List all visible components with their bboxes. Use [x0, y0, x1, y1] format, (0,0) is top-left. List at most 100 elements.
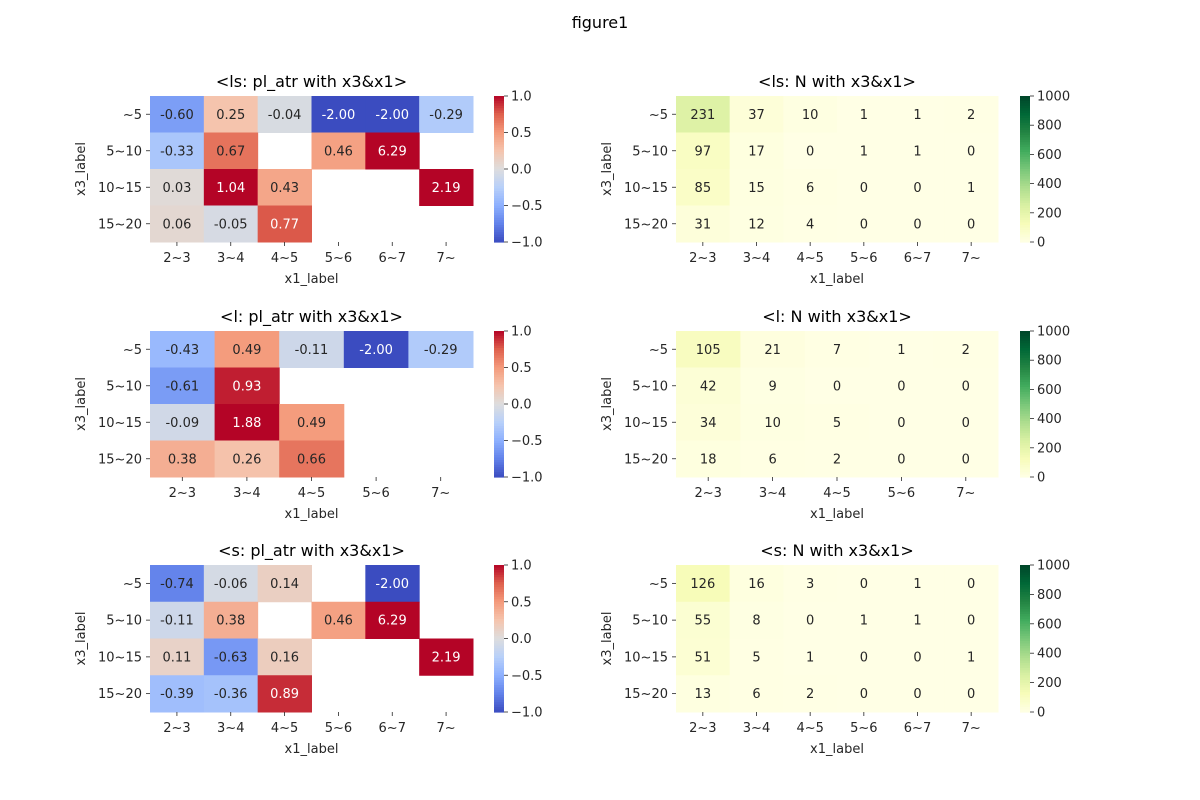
colorbar-segment: [1020, 567, 1030, 571]
colorbar-segment: [1020, 215, 1030, 219]
cell-value-label: -2.00: [375, 108, 409, 123]
y-tick-label: 10~15: [624, 181, 668, 196]
colorbar-tick-label: 600: [1037, 617, 1062, 632]
colorbar-segment: [1020, 425, 1030, 429]
colorbar-segment: [494, 396, 504, 400]
cell-value-label: 0.38: [216, 614, 245, 629]
cell-value-label: 6.29: [378, 614, 407, 629]
y-tick-label: 10~15: [98, 181, 142, 196]
colorbar-segment: [494, 567, 504, 571]
colorbar-segment: [1020, 614, 1030, 618]
x-tick-label: 3~4: [743, 721, 770, 736]
heatmap-cell: [365, 565, 420, 603]
cell-value-label: 97: [695, 144, 712, 159]
colorbar-segment: [1020, 704, 1030, 708]
cell-value-label: -0.63: [214, 650, 248, 665]
colorbar-segment: [494, 117, 504, 121]
heatmap-cell: [279, 404, 345, 441]
colorbar-segment: [1020, 147, 1030, 151]
colorbar-tick-label: −1.0: [511, 471, 543, 486]
heatmap-cell: [419, 96, 474, 133]
colorbar-segment: [494, 459, 504, 463]
heatmap-cell: [203, 96, 259, 133]
colorbar-segment: [494, 98, 504, 102]
colorbar-segment: [494, 130, 504, 134]
colorbar-segment: [494, 464, 504, 468]
cell-value-label: 1: [967, 650, 975, 665]
colorbar-segment: [1020, 105, 1030, 109]
colorbar-segment: [494, 96, 504, 100]
colorbar-tick-label: 600: [1037, 383, 1062, 398]
colorbar-segment: [494, 404, 504, 408]
colorbar-segment: [1020, 161, 1030, 165]
heatmap-cell: [944, 565, 999, 603]
y-tick-label: 5~10: [632, 614, 668, 629]
colorbar-segment: [1020, 618, 1030, 622]
colorbar-tick-label: −1.0: [511, 236, 543, 251]
colorbar-segment: [1020, 447, 1030, 451]
colorbar-segment: [1020, 377, 1030, 381]
heatmap-cell: [729, 96, 784, 133]
colorbar-segment: [1020, 689, 1030, 693]
heatmap-cell: [944, 205, 999, 243]
colorbar-segment: [1020, 369, 1030, 373]
colorbar-segment: [494, 127, 504, 131]
cell-value-label: 5: [833, 416, 841, 431]
colorbar-segment: [1020, 166, 1030, 170]
colorbar-segment: [494, 687, 504, 691]
cell-value-label: 0: [860, 217, 868, 232]
heatmap-panel-4: <l: N with x3&x1>105 21 7 1 242 9 0 0 034 10 5 0 018…: [600, 307, 1070, 522]
y-tick-label: 15~20: [624, 217, 668, 232]
heatmap-cell: [837, 565, 892, 603]
x-tick-label: 6~7: [904, 721, 931, 736]
colorbar-segment: [1020, 212, 1030, 216]
colorbar-tick-label: 400: [1037, 177, 1062, 192]
colorbar-segment: [1020, 345, 1030, 349]
colorbar-segment: [1020, 335, 1030, 339]
cell-value-label: 0.46: [324, 614, 353, 629]
colorbar-segment: [494, 694, 504, 698]
colorbar-tick-label: 800: [1037, 354, 1062, 369]
colorbar-segment: [1020, 707, 1030, 711]
colorbar-segment: [1020, 207, 1030, 211]
colorbar-segment: [494, 667, 504, 671]
heatmap-cell: [279, 440, 345, 478]
colorbar-segment: [1020, 391, 1030, 395]
heatmap-cell: [150, 132, 205, 170]
y-tick-label: 15~20: [98, 452, 142, 467]
colorbar-segment: [1020, 569, 1030, 573]
cell-value-label: 0.49: [232, 343, 261, 358]
colorbar: 1.0 0.5 0.0 −0.5 −1.0: [494, 325, 543, 486]
colorbar-segment: [494, 423, 504, 427]
heatmap-cell: [837, 205, 892, 243]
colorbar-segment: [1020, 232, 1030, 236]
cell-value-label: 10: [802, 108, 819, 123]
colorbar-segment: [1020, 220, 1030, 224]
colorbar-tick-label: 800: [1037, 119, 1062, 134]
colorbar-segment: [494, 430, 504, 434]
colorbar-tick-label: 200: [1037, 441, 1062, 456]
cell-value-label: 51: [695, 650, 712, 665]
colorbar-segment: [494, 125, 504, 129]
colorbar-segment: [494, 205, 504, 209]
colorbar-segment: [1020, 709, 1030, 713]
colorbar-segment: [1020, 577, 1030, 581]
colorbar-tick-label: 800: [1037, 588, 1062, 603]
heatmap-cell: [804, 440, 870, 478]
heatmap-cell: [869, 404, 935, 441]
heatmap-cell: [890, 638, 945, 676]
x-tick-label: 4~5: [298, 486, 325, 501]
x-axis-label: x1_label: [810, 272, 864, 287]
colorbar-segment: [1020, 186, 1030, 190]
cell-value-label: -2.00: [322, 108, 356, 123]
cell-value-label: 0: [967, 614, 975, 629]
colorbar-segment: [1020, 144, 1030, 148]
colorbar-segment: [494, 181, 504, 185]
colorbar-segment: [494, 433, 504, 437]
colorbar-segment: [494, 382, 504, 386]
colorbar-segment: [494, 618, 504, 622]
x-tick-label: 4~5: [271, 721, 298, 736]
x-tick-label: 4~5: [796, 721, 823, 736]
colorbar-segment: [494, 173, 504, 177]
cell-value-label: 1: [913, 108, 921, 123]
